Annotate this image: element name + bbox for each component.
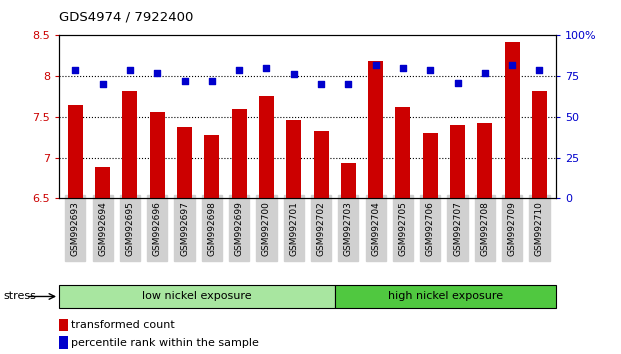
Point [453,80,463,85]
Text: GDS4974 / 7922400: GDS4974 / 7922400 [59,11,193,24]
Point [234,67,244,73]
Text: percentile rank within the sample: percentile rank within the sample [71,338,259,348]
Point [398,65,408,71]
Bar [59,336,68,349]
Bar [259,96,274,198]
Point [425,67,435,73]
Bar [505,42,520,198]
Point [97,81,107,87]
Bar [59,285,335,308]
Point [179,78,189,84]
Bar [122,91,137,198]
Bar [423,133,438,198]
Bar [396,107,410,198]
Bar [450,125,465,198]
Bar [286,120,301,198]
Bar [204,135,219,198]
Bar [368,62,383,198]
Point [507,62,517,68]
Text: high nickel exposure: high nickel exposure [388,291,503,302]
Point [371,62,381,68]
Bar [95,167,110,198]
Bar [232,109,247,198]
Point [535,67,545,73]
Point [316,81,326,87]
Bar [335,285,556,308]
Point [207,78,217,84]
Bar [68,104,83,198]
Bar [532,91,547,198]
Bar [59,319,68,331]
Point [343,81,353,87]
Bar [177,127,192,198]
Point [289,72,299,77]
Text: stress: stress [3,291,36,302]
Point [480,70,490,76]
Text: low nickel exposure: low nickel exposure [142,291,252,302]
Bar [314,131,329,198]
Bar [341,163,356,198]
Point [70,67,80,73]
Bar [150,112,165,198]
Text: transformed count: transformed count [71,320,175,330]
Point [125,67,135,73]
Bar [478,122,492,198]
Point [152,70,162,76]
Point [261,65,271,71]
